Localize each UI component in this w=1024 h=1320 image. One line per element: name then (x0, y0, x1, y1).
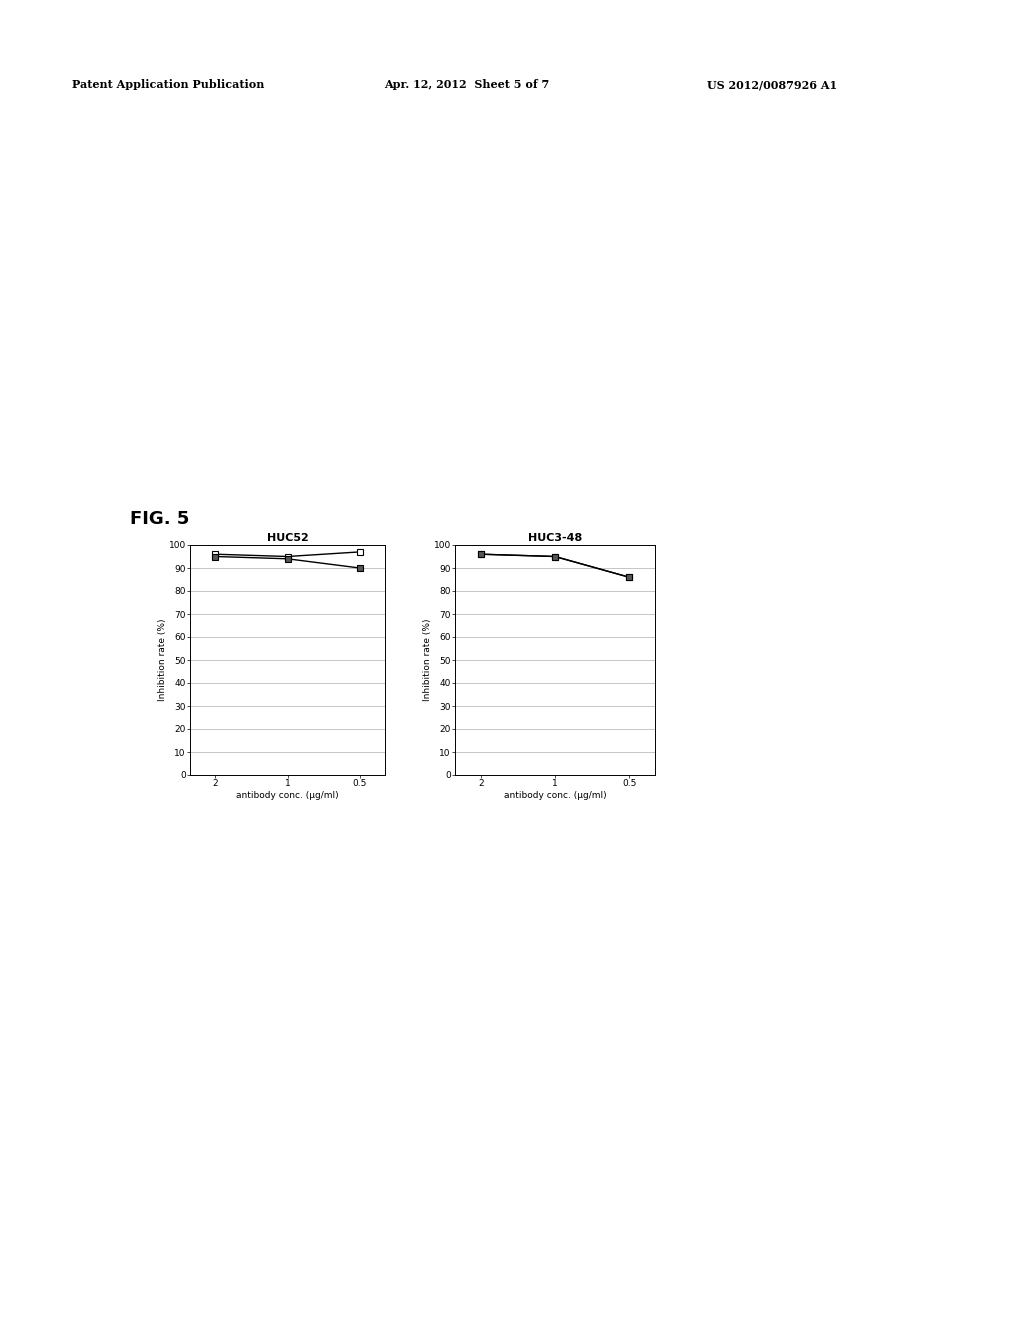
Title: HUC52: HUC52 (266, 533, 308, 543)
Y-axis label: Inhibition rate (%): Inhibition rate (%) (158, 619, 167, 701)
Text: Apr. 12, 2012  Sheet 5 of 7: Apr. 12, 2012 Sheet 5 of 7 (384, 79, 549, 90)
Title: HUC3-48: HUC3-48 (528, 533, 582, 543)
X-axis label: antibody conc. (μg/ml): antibody conc. (μg/ml) (237, 791, 339, 800)
Text: US 2012/0087926 A1: US 2012/0087926 A1 (707, 79, 837, 90)
X-axis label: antibody conc. (μg/ml): antibody conc. (μg/ml) (504, 791, 606, 800)
Text: Patent Application Publication: Patent Application Publication (72, 79, 264, 90)
Text: FIG. 5: FIG. 5 (130, 510, 189, 528)
Y-axis label: Inhibition rate (%): Inhibition rate (%) (423, 619, 432, 701)
